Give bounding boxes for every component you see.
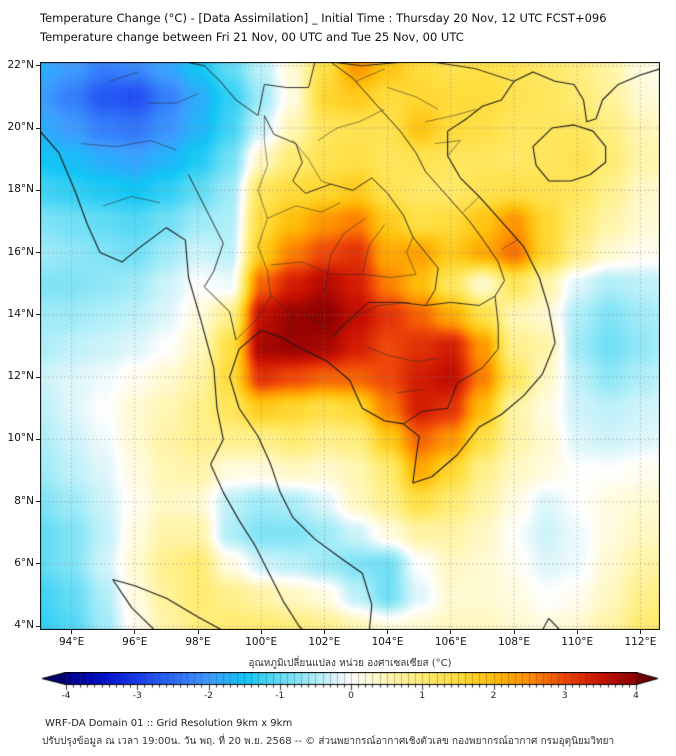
lon-tick-mark <box>576 630 578 634</box>
colorbar-tick-label: -3 <box>132 691 142 701</box>
footer-domain-info: WRF-DA Domain 01 :: Grid Resolution 9km … <box>45 718 293 729</box>
lon-tick-label: 94°E <box>58 636 85 648</box>
colorbar-tick-label: 3 <box>561 691 568 701</box>
lat-tick-label: 6°N <box>14 556 34 569</box>
temperature-map-canvas <box>40 62 660 630</box>
colorbar-tick-label: -2 <box>204 691 213 701</box>
lat-tick-label: 20°N <box>7 121 34 134</box>
lon-tick-label: 112°E <box>624 636 657 648</box>
lon-tick-mark <box>134 630 136 634</box>
colorbar-label: อุณหภูมิเปลี่ยนแปลง หน่วย องศาเซลเซียส (… <box>248 658 452 669</box>
lat-tick-label: 8°N <box>14 494 34 507</box>
colorbar-tick-label: 1 <box>419 691 426 701</box>
lon-tick-mark <box>387 630 389 634</box>
colorbar-tick-label: 0 <box>348 691 354 701</box>
lat-tick-label: 22°N <box>7 58 34 71</box>
page-title: Temperature Change (°C) - [Data Assimila… <box>40 9 607 47</box>
lat-tick-label: 16°N <box>7 245 34 258</box>
colorbar-tick-label: -1 <box>275 691 285 701</box>
lon-tick-mark <box>450 630 452 634</box>
lat-tick-label: 18°N <box>7 183 34 196</box>
lon-tick-label: 110°E <box>561 636 594 648</box>
colorbar-tick-label: 4 <box>633 691 639 701</box>
lat-tick-label: 12°N <box>7 370 34 383</box>
lon-tick-label: 100°E <box>245 636 278 648</box>
title-line-1: Temperature Change (°C) - [Data Assimila… <box>40 11 607 25</box>
colorbar-canvas <box>40 672 660 692</box>
lon-tick-mark <box>513 630 515 634</box>
lon-tick-mark <box>71 630 73 634</box>
lon-tick-mark <box>197 630 199 634</box>
lon-tick-label: 96°E <box>122 636 148 648</box>
lat-tick-label: 10°N <box>7 432 34 445</box>
lon-tick-label: 104°E <box>371 636 404 648</box>
colorbar-tick-label: 2 <box>490 691 497 701</box>
lon-tick-label: 106°E <box>434 636 467 648</box>
lon-tick-mark <box>323 630 325 634</box>
lat-tick-label: 14°N <box>7 307 34 320</box>
lat-tick-label: 4°N <box>14 619 34 632</box>
lon-tick-mark <box>639 630 641 634</box>
title-line-2: Temperature change between Fri 21 Nov, 0… <box>40 30 464 44</box>
lon-tick-label: 108°E <box>498 636 530 648</box>
footer-update-info: ปรับปรุงข้อมูล ณ เวลา 19:00น. วัน พฤ. ที… <box>42 736 615 747</box>
colorbar-tick-label: -4 <box>61 691 71 701</box>
lon-tick-label: 98°E <box>185 636 211 648</box>
lon-tick-label: 102°E <box>308 636 341 648</box>
lon-tick-mark <box>260 630 262 634</box>
